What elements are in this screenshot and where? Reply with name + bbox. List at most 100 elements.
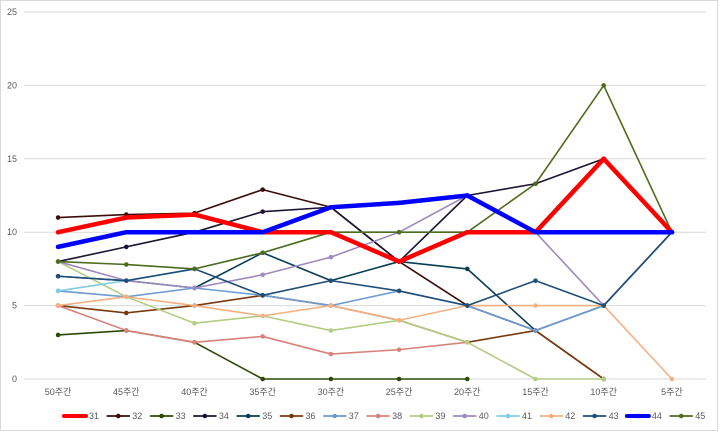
data-point (669, 229, 675, 235)
series-line-45 (57, 84, 673, 270)
legend-swatch-marker (462, 413, 468, 419)
data-point (328, 376, 334, 382)
data-point (533, 328, 538, 333)
y-tick-label: 20 (7, 80, 17, 90)
data-point (533, 303, 538, 308)
legend-item-33: 33 (149, 411, 186, 421)
legend-label: 43 (609, 411, 619, 421)
series-42 (55, 294, 675, 382)
data-point (601, 229, 606, 235)
data-point (192, 266, 197, 272)
series-44 (55, 193, 675, 250)
data-point (328, 303, 334, 308)
data-point (396, 200, 402, 206)
legend-swatch-marker (375, 413, 381, 419)
x-tick-label: 15주간 (522, 387, 549, 397)
legend-label: 36 (306, 411, 316, 421)
legend: 31 32 33 34 35 36 37 38 39 40 41 42 43 44 45 (62, 411, 705, 421)
data-point (55, 332, 61, 338)
data-point (601, 156, 606, 162)
x-tick-label: 10주간 (590, 387, 617, 397)
x-tick-label: 25주간 (386, 387, 413, 397)
data-point (260, 187, 266, 192)
data-point (601, 303, 606, 308)
legend-item-31: 31 (62, 411, 99, 421)
data-point (396, 347, 402, 352)
data-point (533, 181, 538, 187)
gridlines (24, 11, 706, 380)
data-point (124, 328, 129, 333)
data-point (328, 204, 334, 210)
data-point (55, 244, 61, 250)
legend-label: 32 (132, 411, 142, 421)
legend-item-41: 41 (496, 411, 532, 421)
data-point (55, 273, 61, 279)
legend-item-38: 38 (366, 411, 402, 421)
y-tick-label: 10 (7, 227, 17, 237)
legend-swatch-marker (505, 413, 511, 419)
series-40 (55, 193, 675, 308)
legend-swatch-marker (245, 413, 251, 419)
series-45 (55, 83, 675, 272)
data-point (465, 229, 470, 235)
legend-swatch-marker (678, 413, 684, 419)
legend-swatch-marker (635, 413, 641, 419)
data-point (465, 376, 470, 382)
legend-label: 42 (565, 411, 575, 421)
legend-label: 31 (89, 411, 99, 421)
data-point (124, 262, 129, 267)
data-point (396, 317, 402, 323)
data-point (465, 340, 470, 345)
data-point (260, 272, 266, 278)
series-line-40 (57, 194, 673, 307)
data-point (192, 303, 197, 308)
data-point (192, 320, 197, 326)
data-point (396, 376, 402, 382)
legend-label: 38 (392, 411, 402, 421)
legend-label: 40 (479, 411, 489, 421)
legend-swatch-marker (592, 413, 597, 419)
data-point (260, 376, 266, 382)
data-point (124, 278, 129, 283)
series-line-44 (55, 193, 675, 250)
data-point (533, 278, 538, 283)
data-point (669, 376, 675, 382)
legend-item-36: 36 (279, 411, 316, 421)
data-point (328, 229, 334, 235)
legend-swatch-marker (159, 413, 164, 419)
data-point (124, 294, 129, 300)
data-point (465, 303, 470, 308)
data-point (396, 229, 402, 235)
data-point (328, 328, 334, 333)
legend-item-39: 39 (409, 411, 445, 421)
legend-swatch-marker (549, 413, 554, 419)
legend-label: 33 (176, 411, 186, 421)
data-point (260, 250, 266, 256)
data-point (55, 259, 61, 264)
data-point (55, 303, 61, 308)
data-point (328, 351, 334, 357)
series-line-43 (57, 231, 673, 307)
data-point (260, 209, 266, 214)
data-point (396, 288, 402, 294)
legend-item-44: 44 (624, 411, 662, 421)
x-tick-label: 45주간 (113, 387, 140, 397)
x-tick-label: 35주간 (249, 387, 276, 397)
series-37 (55, 285, 606, 333)
data-point (601, 376, 606, 382)
data-point (396, 259, 402, 264)
legend-item-43: 43 (582, 411, 619, 421)
x-tick-label: 5주간 (661, 387, 683, 397)
legend-item-35: 35 (236, 411, 272, 421)
y-tick-label: 25 (7, 7, 17, 17)
y-tick-label: 0 (12, 374, 17, 384)
data-point (124, 215, 129, 220)
data-point (328, 278, 334, 283)
x-tick-label: 20주간 (454, 387, 481, 397)
legend-item-42: 42 (539, 411, 575, 421)
y-tick-label: 15 (7, 154, 17, 164)
data-point (533, 376, 538, 382)
data-point (465, 193, 470, 198)
series-line-31 (55, 156, 675, 264)
